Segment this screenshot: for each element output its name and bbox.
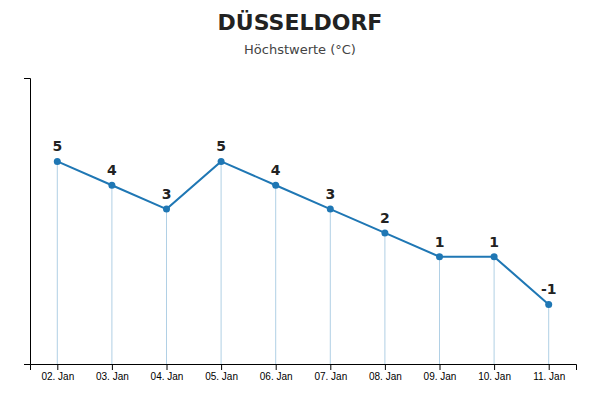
marks: [54, 158, 552, 364]
x-tick: 03. Jan: [96, 364, 129, 382]
x-tick-label: 07. Jan: [314, 371, 347, 382]
y-axis: [24, 79, 31, 365]
point: [436, 253, 443, 260]
x-tick-mark: [330, 364, 331, 370]
data-label: 4: [271, 162, 281, 178]
drop-line: [275, 185, 276, 364]
point: [54, 158, 61, 165]
data-labels: 5 4 3 5 4 3 2 1 1 -1: [52, 138, 556, 297]
point: [218, 158, 225, 165]
x-tick: 06. Jan: [260, 364, 293, 382]
drop-line: [330, 209, 331, 364]
drop-line: [111, 185, 112, 364]
drop-line: [439, 257, 440, 364]
x-tick: 09. Jan: [424, 364, 457, 382]
drop-line: [166, 209, 167, 364]
x-tick-label: 05. Jan: [205, 371, 238, 382]
x-tick-mark: [276, 364, 277, 370]
x-tick-mark: [385, 364, 386, 370]
x-axis: 02. Jan 03. Jan 04. Jan 05. Jan 06. Jan 07. J…: [31, 364, 577, 382]
title: DÜSSELDORF: [218, 10, 383, 35]
x-tick-label: 06. Jan: [260, 371, 293, 382]
line: [57, 161, 548, 304]
x-tick: 05. Jan: [205, 364, 238, 382]
x-tick: 02. Jan: [41, 364, 74, 382]
y-axis-line: [24, 79, 31, 365]
plot: 02. Jan 03. Jan 04. Jan 05. Jan 06. Jan 07. J…: [24, 79, 577, 383]
drop-line: [548, 304, 549, 364]
data-label: 1: [489, 234, 499, 250]
data-label: 2: [380, 210, 390, 226]
data-label: 3: [325, 186, 335, 202]
chart: DÜSSELDORF Höchstwerte (°C) 02. Jan 03. Jan…: [0, 0, 600, 400]
x-tick-mark: [549, 364, 550, 370]
x-tick: 04. Jan: [151, 364, 184, 382]
x-tick-label: 04. Jan: [151, 371, 184, 382]
x-tick-mark: [57, 364, 58, 370]
point: [381, 229, 388, 236]
x-tick-mark: [112, 364, 113, 370]
drop-line: [57, 161, 58, 364]
x-tick-label: 08. Jan: [369, 371, 402, 382]
x-tick-label: 09. Jan: [424, 371, 457, 382]
point: [163, 206, 170, 213]
x-tick-label: 03. Jan: [96, 371, 129, 382]
x-tick-label: 11. Jan: [533, 371, 565, 382]
subtitle: Höchstwerte (°C): [244, 42, 356, 57]
data-label: 4: [107, 162, 117, 178]
x-tick-mark: [440, 364, 441, 370]
drop-line: [384, 233, 385, 364]
drop-line: [221, 161, 222, 364]
x-tick-label: 10. Jan: [478, 371, 511, 382]
x-axis-line: [31, 365, 577, 371]
point: [327, 206, 334, 213]
data-label: 5: [216, 138, 226, 154]
point: [108, 182, 115, 189]
x-tick-mark: [494, 364, 495, 370]
x-tick-label: 02. Jan: [41, 371, 74, 382]
x-tick: 10. Jan: [478, 364, 511, 382]
point: [272, 182, 279, 189]
data-label: 3: [162, 186, 172, 202]
drop-line: [494, 257, 495, 364]
x-tick: 08. Jan: [369, 364, 402, 382]
x-tick-mark: [167, 364, 168, 370]
point: [545, 301, 552, 308]
data-label: 1: [435, 234, 445, 250]
point: [491, 253, 498, 260]
x-tick: 07. Jan: [314, 364, 347, 382]
data-label: -1: [541, 281, 557, 297]
x-tick: 11. Jan: [533, 364, 565, 382]
x-tick-mark: [221, 364, 222, 370]
data-label: 5: [52, 138, 62, 154]
